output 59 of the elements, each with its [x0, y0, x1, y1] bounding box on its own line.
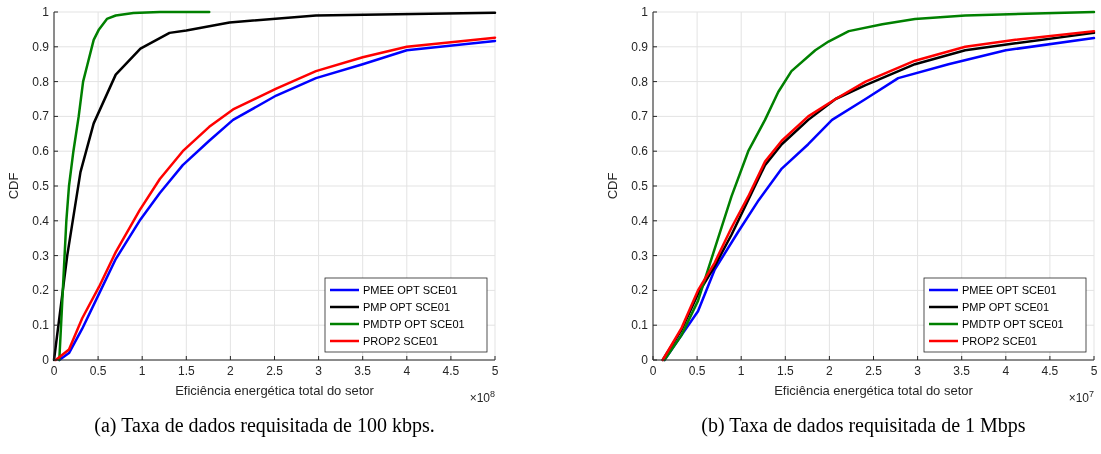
y-tick-label: 0.5	[32, 179, 50, 193]
legend-label: PMDTP OPT SCE01	[363, 318, 465, 330]
y-tick-label: 0.8	[32, 74, 50, 89]
legend-label: PMP OPT SCE01	[962, 301, 1050, 313]
y-tick-label: 1	[42, 5, 50, 19]
legend-label: PMEE OPT SCE01	[962, 284, 1057, 296]
y-tick-label: 0.3	[631, 248, 649, 263]
x-tick-label: 0.5	[89, 364, 107, 378]
x-axis-title: Eficiência energética total do setor	[774, 383, 974, 398]
x-tick-label: 4	[1002, 364, 1010, 378]
x-tick-label: 5	[1090, 364, 1098, 378]
x-tick-label: 3	[914, 364, 922, 378]
y-tick-label: 0.8	[631, 74, 649, 89]
x-tick-label: 2	[227, 364, 235, 378]
legend-label: PMDTP OPT SCE01	[962, 318, 1064, 330]
x-tick-label: 4.5	[1041, 364, 1059, 378]
y-tick-label: 0.7	[32, 109, 50, 124]
y-tick-label: 0.9	[32, 39, 50, 54]
y-tick-label: 0.9	[631, 39, 649, 54]
y-tick-label: 0.7	[631, 109, 649, 124]
legend-label: PMP OPT SCE01	[363, 301, 451, 313]
x-tick-label: 2.5	[865, 364, 883, 378]
y-tick-label: 0.4	[631, 213, 649, 228]
x-tick-label: 3.5	[953, 364, 971, 378]
x-tick-label: 1	[737, 364, 745, 378]
x-tick-label: 1.5	[776, 364, 794, 378]
x-tick-label: 5	[491, 364, 499, 378]
y-tick-label: 0.5	[631, 179, 649, 193]
x-tick-label: 3.5	[354, 364, 372, 378]
y-tick-label: 1	[641, 5, 649, 19]
x-tick-label: 1.5	[177, 364, 195, 378]
x-tick-label: 4	[403, 364, 411, 378]
x-tick-label: 2.5	[266, 364, 284, 378]
text: ×10$^{8}$	[469, 389, 495, 405]
y-tick-label: 0.2	[32, 283, 50, 298]
text: (b) Taxa de dados requisitada de 1 Mbps	[701, 414, 1026, 437]
y-tick-label: 0	[42, 353, 50, 367]
x-axis-title: Eficiência energética total do setor	[175, 383, 375, 398]
y-tick-label: 0.6	[32, 144, 50, 159]
legend-label: PMEE OPT SCE01	[363, 284, 458, 296]
y-tick-label: 0.4	[32, 213, 50, 228]
y-tick-label: 0.1	[32, 318, 50, 333]
legend-label: PROP2 SCE01	[962, 335, 1038, 347]
y-axis-title: CDF	[605, 172, 620, 200]
x-tick-label: 1	[138, 364, 146, 378]
y-tick-label: 0.6	[631, 144, 649, 159]
y-tick-label: 0.1	[631, 318, 649, 333]
y-tick-label: 0.3	[32, 248, 50, 263]
text: (a) Taxa de dados requisitada de 100 kbps.	[94, 414, 435, 437]
y-tick-label: 0.2	[631, 283, 649, 298]
x-tick-label: 4.5	[442, 364, 460, 378]
text: ×10$^{7}$	[1068, 389, 1094, 405]
x-tick-label: 3	[315, 364, 323, 378]
legend-label: PROP2 SCE01	[363, 335, 439, 347]
x-tick-label: 2	[826, 364, 834, 378]
y-axis-title: CDF	[6, 172, 21, 200]
line-series	[58, 10, 211, 362]
x-tick-label: 0.5	[688, 364, 706, 378]
y-tick-label: 0	[641, 353, 649, 367]
